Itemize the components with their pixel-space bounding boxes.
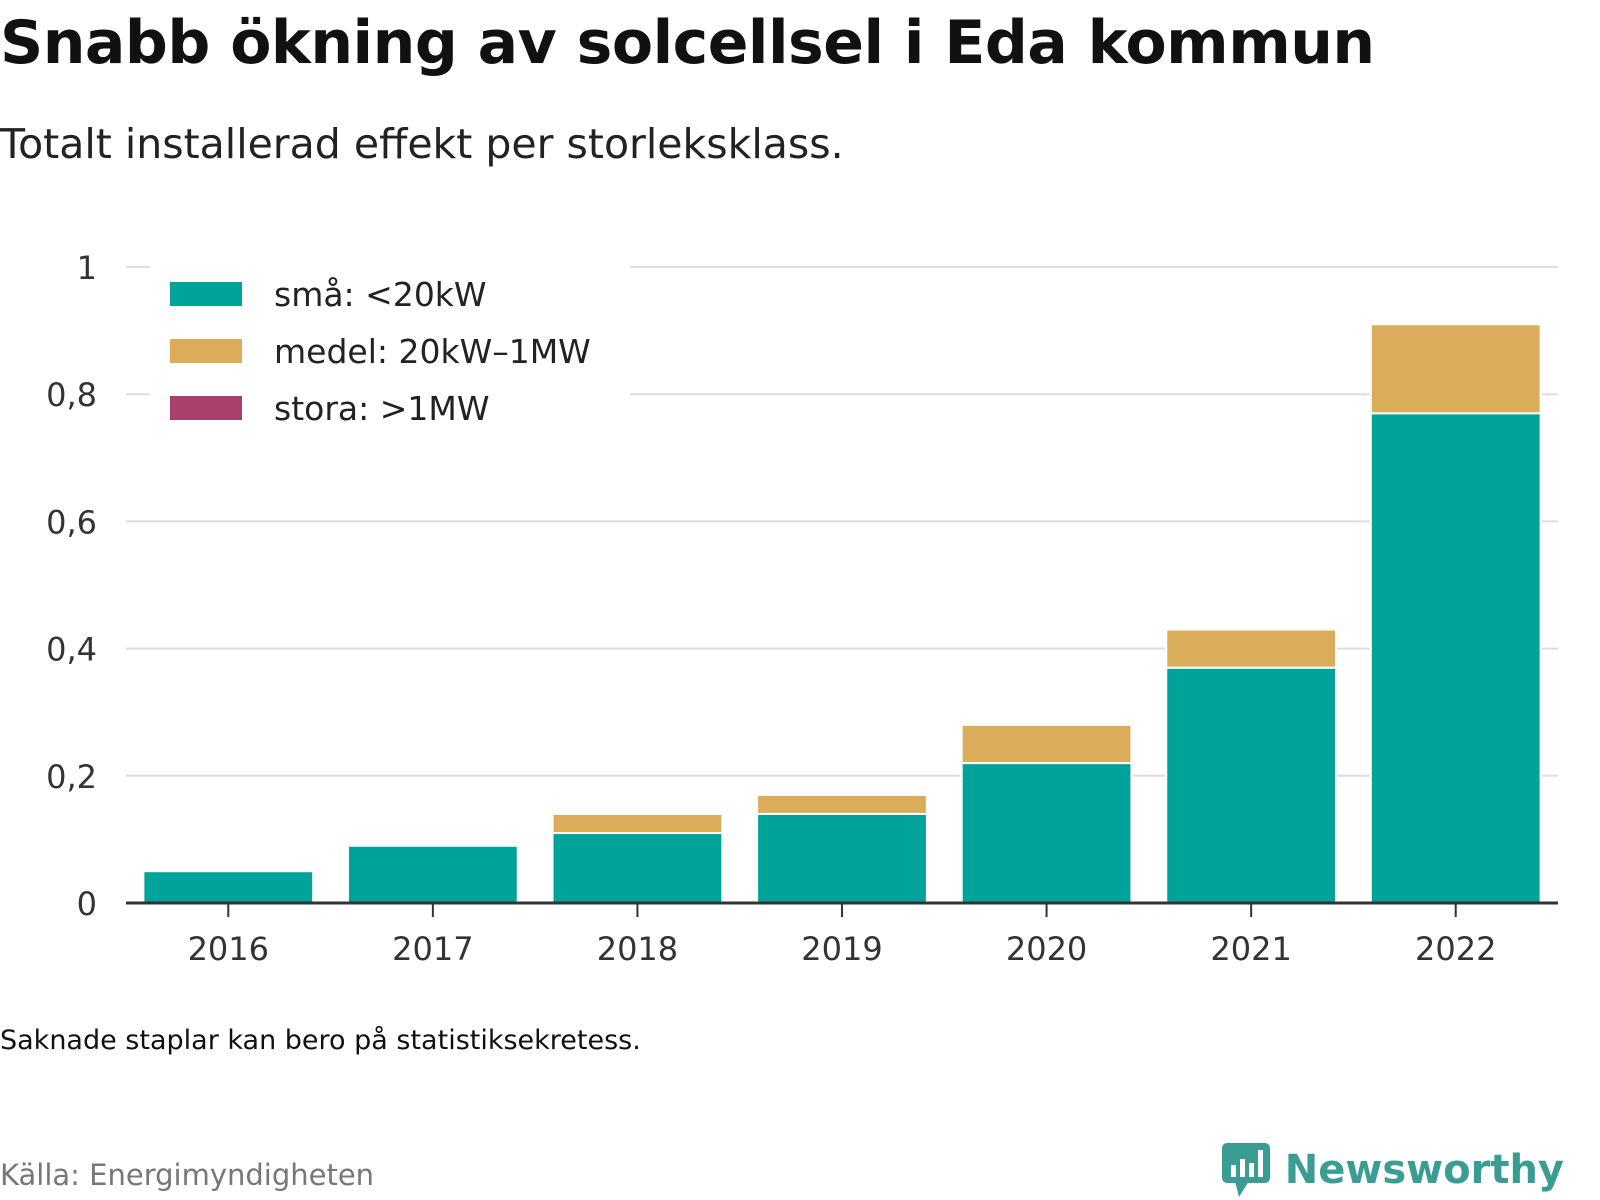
chart-title: Snabb ökning av solcellsel i Eda kommun [0, 8, 1375, 78]
bar-segment [551, 812, 724, 835]
x-tick-label: 2020 [1006, 930, 1087, 968]
y-tick-label: 0,8 [46, 376, 97, 414]
y-tick-label: 1 [77, 249, 97, 287]
bar-segment [960, 762, 1133, 905]
y-tick-label: 0,4 [46, 631, 97, 669]
x-tick-label: 2019 [801, 930, 882, 968]
brand-logo: Newsworthy [1221, 1141, 1564, 1199]
bar-segment [551, 832, 724, 904]
legend-swatch [170, 339, 242, 363]
x-tick-label: 2018 [597, 930, 678, 968]
bars [142, 323, 1542, 905]
bar-segment [1165, 628, 1338, 669]
y-tick-label: 0 [77, 885, 97, 923]
legend-swatch [170, 396, 242, 420]
x-axis: 2016 2017 2018 2019 2020 2021 2022 [126, 901, 1558, 968]
y-tick-label: 0,2 [46, 758, 97, 796]
legend-label: små: <20kW [274, 275, 487, 314]
stacked-bar-chart: 00,20,40,60,81 2016 2017 2018 2019 2020 2021 2… [46, 249, 1558, 968]
bar-segment [1369, 412, 1542, 904]
bar-segment [1165, 666, 1338, 904]
y-tick-label: 0,6 [46, 503, 97, 541]
x-tick-label: 2022 [1415, 930, 1496, 968]
bar-segment [756, 793, 928, 815]
newsworthy-logo-icon [1221, 1143, 1270, 1197]
bar-segment [1369, 323, 1542, 415]
x-tick-label: 2021 [1210, 930, 1291, 968]
bar-segment [960, 723, 1133, 765]
source-credit: Källa: Energimyndigheten [0, 1158, 375, 1192]
bar-segment [756, 812, 928, 905]
legend-label: stora: >1MW [274, 389, 489, 428]
legend-label: medel: 20kW–1MW [274, 332, 591, 371]
bar-segment [142, 870, 315, 905]
brand-name: Newsworthy [1284, 1147, 1564, 1193]
footnote: Saknade staplar kan bero på statistiksek… [0, 1025, 641, 1056]
x-tick-label: 2017 [392, 930, 473, 968]
y-axis: 0 0,2 0,4 0,6 0,8 1 [46, 249, 97, 923]
chart-subtitle: Totalt installerad effekt per storlekskl… [0, 120, 844, 168]
bar-segment [346, 844, 519, 905]
legend-swatch [170, 282, 242, 306]
x-tick-label: 2016 [188, 930, 269, 968]
legend: små: <20kW medel: 20kW–1MW stora: >1MW [150, 262, 630, 430]
